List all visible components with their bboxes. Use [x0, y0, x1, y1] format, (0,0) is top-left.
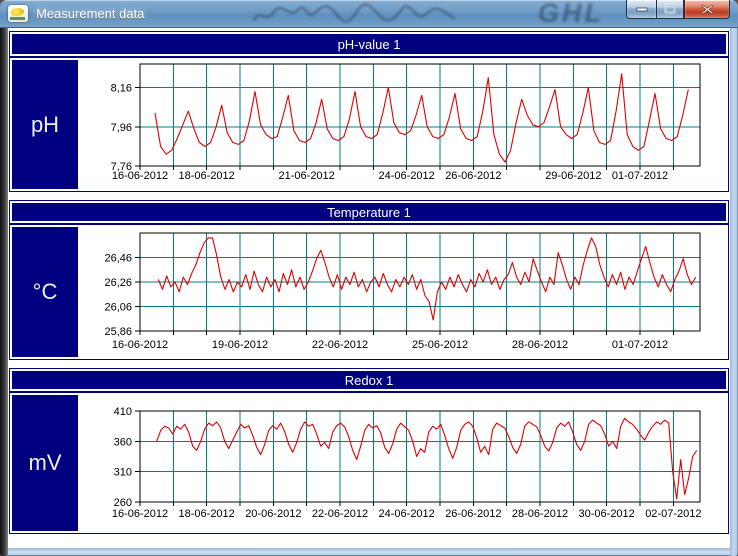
- svg-text:26-06-2012: 26-06-2012: [445, 170, 501, 182]
- svg-text:16-06-2012: 16-06-2012: [112, 339, 168, 351]
- svg-text:26,26: 26,26: [104, 277, 132, 289]
- svg-text:16-06-2012: 16-06-2012: [112, 170, 168, 182]
- svg-text:7,96: 7,96: [111, 122, 132, 134]
- close-icon: [700, 4, 714, 14]
- svg-text:26,06: 26,06: [104, 302, 132, 314]
- redox-section-body: mV 410 360 310 260 16-06-2012 18-06-2012 20-06…: [9, 392, 729, 534]
- svg-text:24-06-2012: 24-06-2012: [379, 508, 435, 520]
- svg-text:22-06-2012: 22-06-2012: [312, 339, 368, 351]
- ph-section-header: pH-value 1: [9, 31, 729, 57]
- temperature-chart-title: Temperature 1: [12, 203, 726, 221]
- svg-text:26,46: 26,46: [104, 253, 132, 265]
- svg-text:19-06-2012: 19-06-2012: [212, 339, 268, 351]
- svg-text:410: 410: [114, 406, 132, 418]
- window-border-right: [730, 28, 738, 556]
- maximize-button[interactable]: [656, 0, 684, 19]
- svg-text:28-06-2012: 28-06-2012: [512, 508, 568, 520]
- temperature-unit-label: °C: [12, 227, 78, 357]
- svg-text:8,16: 8,16: [111, 83, 132, 95]
- window-controls: [626, 0, 730, 19]
- svg-text:21-06-2012: 21-06-2012: [279, 170, 335, 182]
- ph-chart-title: pH-value 1: [12, 34, 726, 54]
- svg-text:01-07-2012: 01-07-2012: [612, 170, 668, 182]
- redox-section-header: Redox 1: [9, 368, 729, 392]
- titlebar-glass-artifact-scribble: [252, 3, 456, 23]
- redox-unit-label: mV: [12, 395, 78, 531]
- svg-text:25,86: 25,86: [104, 326, 132, 338]
- svg-text:01-07-2012: 01-07-2012: [612, 339, 668, 351]
- close-button[interactable]: [684, 0, 730, 19]
- svg-text:26-06-2012: 26-06-2012: [445, 508, 501, 520]
- client-area: pH-value 1 pH 8,16 7,96 7,76 16-06-2012 18-0…: [8, 28, 730, 548]
- redox-chart-title: Redox 1: [12, 371, 726, 389]
- svg-text:18-06-2012: 18-06-2012: [179, 508, 235, 520]
- temperature-section-header: Temperature 1: [9, 200, 729, 224]
- svg-text:20-06-2012: 20-06-2012: [245, 508, 301, 520]
- titlebar-glass-artifact-watermark: GHL: [538, 0, 604, 28]
- section-temperature: Temperature 1 °C 26,46 26,26 26,06 25,86 16-…: [8, 200, 730, 360]
- svg-text:30-06-2012: 30-06-2012: [579, 508, 635, 520]
- svg-text:7,76: 7,76: [111, 161, 132, 173]
- svg-text:310: 310: [114, 467, 132, 479]
- svg-text:22-06-2012: 22-06-2012: [312, 508, 368, 520]
- minimize-button[interactable]: [626, 0, 656, 19]
- svg-text:28-06-2012: 28-06-2012: [512, 339, 568, 351]
- ph-unit-label: pH: [12, 60, 78, 189]
- svg-text:260: 260: [114, 497, 132, 509]
- temperature-section-body: °C 26,46 26,26 26,06 25,86 16-06-2012 19-06-2…: [9, 224, 729, 360]
- window-border-left: [0, 28, 8, 556]
- svg-text:25-06-2012: 25-06-2012: [412, 339, 468, 351]
- svg-text:02-07-2012: 02-07-2012: [645, 508, 701, 520]
- titlebar[interactable]: GHL Measurement data: [0, 0, 738, 28]
- minimize-icon: [636, 7, 647, 11]
- svg-text:24-06-2012: 24-06-2012: [379, 170, 435, 182]
- maximize-icon: [664, 4, 676, 14]
- window-border-bottom: [8, 548, 730, 556]
- svg-text:16-06-2012: 16-06-2012: [112, 508, 168, 520]
- redox-chart-area: 410 360 310 260 16-06-2012 18-06-2012 20-06-20…: [80, 395, 726, 531]
- section-ph: pH-value 1 pH 8,16 7,96 7,76 16-06-2012 18-0…: [8, 31, 730, 192]
- svg-text:18-06-2012: 18-06-2012: [179, 170, 235, 182]
- temperature-chart-area: 26,46 26,26 26,06 25,86 16-06-2012 19-06-2012…: [80, 227, 726, 357]
- section-redox: Redox 1 mV 410 360 310 260 16-06-2012 18-06-2…: [8, 368, 730, 534]
- app-icon-base: [10, 17, 25, 20]
- window-title: Measurement data: [36, 6, 145, 21]
- svg-text:29-06-2012: 29-06-2012: [545, 170, 601, 182]
- app-icon-fish: [10, 7, 25, 17]
- ph-section-body: pH 8,16 7,96 7,76 16-06-2012 18-06-2012 21-06…: [9, 57, 729, 192]
- ph-chart-area: 8,16 7,96 7,76 16-06-2012 18-06-2012 21-06-20…: [80, 60, 726, 189]
- svg-text:360: 360: [114, 436, 132, 448]
- app-icon: [8, 5, 28, 22]
